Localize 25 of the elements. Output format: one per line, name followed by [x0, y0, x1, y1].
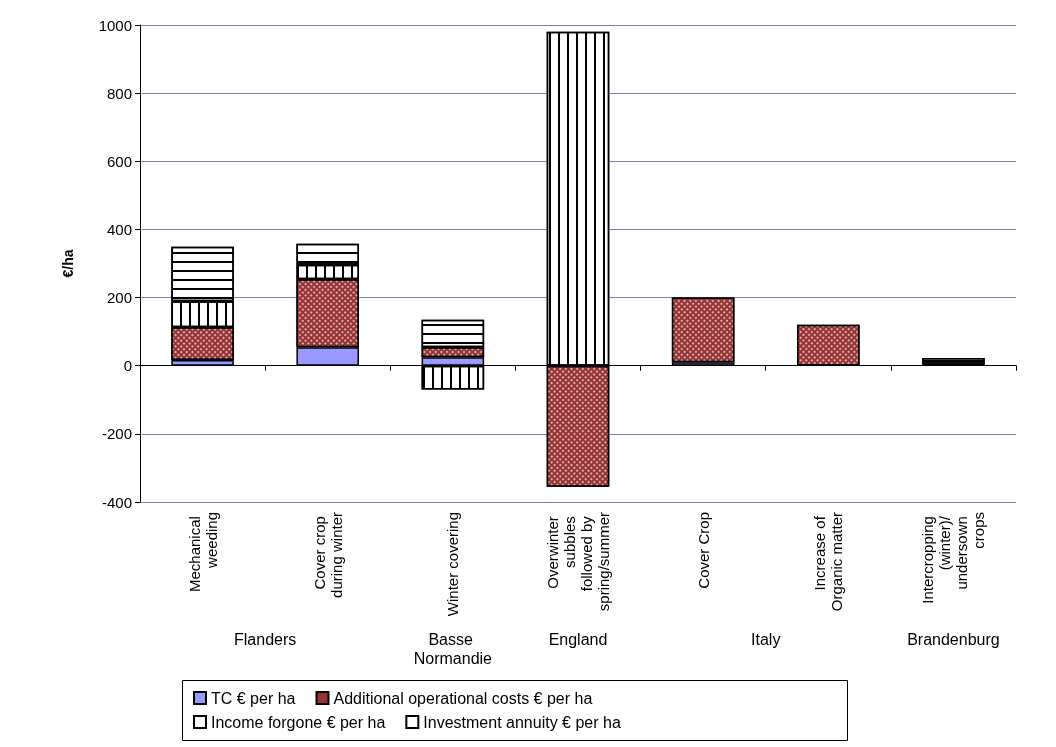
- text: Basse Normandie: [413, 631, 493, 667]
- x-tick-label: Mechanical weeding: [185, 512, 220, 593]
- legend-label: Additional operational costs € per ha: [333, 689, 593, 707]
- text: Italy: [751, 631, 781, 648]
- legend-label: Income forgone € per ha: [211, 713, 386, 731]
- x-tick-label: Cover Crop: [694, 512, 712, 589]
- y-tick-label: 800: [106, 84, 132, 102]
- y-tick-label: 1000: [98, 16, 132, 34]
- text: England: [548, 631, 608, 648]
- y-tick-label: 600: [106, 152, 132, 170]
- legend-label: TC € per ha: [211, 689, 296, 707]
- text: Brandenburg: [907, 631, 1000, 648]
- y-tick-label: -200: [101, 425, 132, 443]
- y-tick-label: -400: [101, 493, 132, 511]
- y-tick-label: 200: [106, 289, 132, 307]
- y-tick-label: 0: [123, 357, 132, 375]
- legend-label: Investment annuity € per ha: [423, 713, 621, 731]
- y-axis-title: €/ha: [60, 249, 76, 278]
- x-tick-label: Increase of Organic matter: [811, 512, 846, 612]
- x-tick-label: Overwinter subbles followed by spring/summer: [544, 512, 612, 612]
- x-tick-label: Cover crop during winter: [310, 512, 345, 598]
- text: Flanders: [234, 631, 297, 648]
- x-tick-label: Winter covering: [444, 512, 462, 617]
- y-tick-label: 400: [106, 220, 132, 238]
- x-tick-label: Intercropping (winter)/ undersown crops: [919, 512, 988, 604]
